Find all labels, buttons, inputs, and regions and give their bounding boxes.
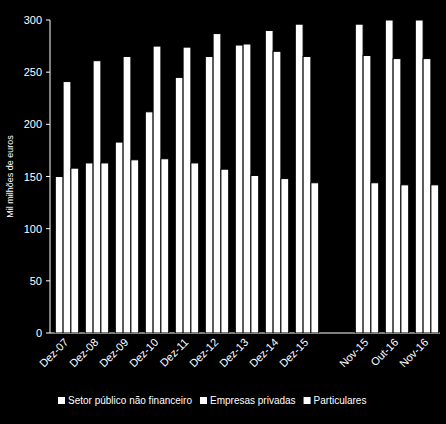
x-tick-label: Nov-15 [337, 336, 371, 370]
bar [131, 160, 139, 333]
bar [153, 46, 161, 333]
bar [415, 20, 423, 333]
x-tick-label: Dez-07 [37, 336, 71, 370]
bar [101, 163, 109, 333]
x-tick-label: Dez-08 [67, 336, 101, 370]
bar [205, 57, 213, 333]
bar [295, 24, 303, 333]
y-tick [46, 333, 50, 334]
bar [273, 51, 281, 333]
legend-label: Empresas privadas [210, 395, 296, 406]
x-tick-label: Dez-15 [277, 336, 311, 370]
chart: 0 50 100 150 200 250 300 Mil milhões de euros De… [0, 0, 446, 424]
x-tick-label: Dez-11 [157, 336, 190, 369]
bar [123, 57, 131, 333]
bar [251, 175, 259, 333]
bar [85, 163, 93, 333]
legend-swatch [304, 397, 311, 404]
y-tick [46, 176, 50, 177]
chart-root: 0 50 100 150 200 250 300 Mil milhões de euros De… [0, 0, 446, 424]
y-tick [46, 72, 50, 73]
bar [63, 82, 71, 333]
bar [191, 163, 199, 333]
bar [145, 112, 153, 333]
y-tick-label: 50 [30, 275, 42, 287]
y-tick-label: 200 [24, 118, 42, 130]
bar [213, 34, 221, 333]
legend-swatch [200, 397, 207, 404]
y-tick-label: 100 [24, 223, 42, 235]
bar [55, 177, 63, 334]
legend-swatch [58, 397, 65, 404]
bar [115, 142, 123, 333]
bar [221, 169, 229, 333]
x-tick-label: Nov-16 [397, 336, 431, 370]
bar [175, 77, 183, 333]
x-tick-label: Dez-09 [97, 336, 131, 370]
x-tick-label: Out-16 [368, 336, 400, 368]
y-tick [46, 124, 50, 125]
bars [55, 20, 438, 333]
x-tick-label: Dez-14 [247, 336, 281, 370]
y-tick [46, 280, 50, 281]
bar [235, 45, 243, 333]
bar [423, 59, 431, 333]
bar [303, 57, 311, 333]
bar [385, 20, 393, 333]
y-tick-label: 150 [24, 171, 42, 183]
bar [183, 47, 191, 333]
bar [363, 55, 371, 333]
bar [401, 185, 409, 333]
y-axis-title: Mil milhões de euros [5, 135, 15, 218]
y-tick-label: 300 [24, 14, 42, 26]
bar [265, 30, 273, 333]
background [0, 0, 446, 424]
y-tick-label: 250 [24, 66, 42, 78]
bar [161, 159, 169, 333]
y-tick [46, 20, 50, 21]
bar [93, 61, 101, 333]
x-tick-label: Dez-12 [187, 336, 221, 370]
legend-label: Setor público não financeiro [68, 395, 192, 406]
bar [311, 183, 319, 333]
legend-label: Particulares [314, 395, 367, 406]
bar [431, 185, 439, 333]
bar [393, 59, 401, 333]
y-tick-label: 0 [36, 327, 42, 339]
bar [371, 183, 379, 333]
bar [355, 24, 363, 333]
y-tick [46, 228, 50, 229]
bar [281, 179, 289, 333]
bar [71, 168, 79, 333]
x-tick-label: Dez-10 [127, 336, 161, 370]
bar [243, 44, 251, 333]
x-tick-label: Dez-13 [217, 336, 251, 370]
